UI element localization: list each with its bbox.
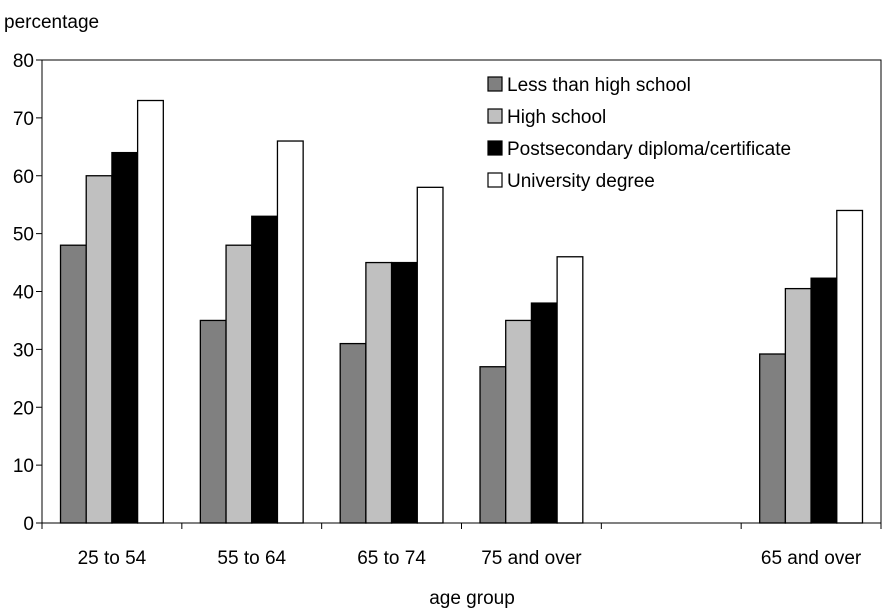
y-tick-label: 80 — [13, 51, 34, 72]
legend-swatch — [487, 140, 503, 156]
y-tick-label: 20 — [13, 398, 34, 419]
y-tick-label: 0 — [23, 514, 34, 535]
bar — [136, 99, 164, 524]
y-axis-label: percentage — [4, 12, 99, 33]
bar — [251, 215, 279, 524]
bar — [479, 366, 507, 524]
bar — [365, 261, 393, 524]
x-axis-label: age group — [429, 588, 515, 609]
bar — [505, 319, 533, 524]
bar — [416, 186, 444, 524]
legend-label: High school — [507, 107, 606, 128]
bar — [810, 277, 838, 524]
x-axis: 25 to 54 55 to 64 65 to 74 75 and over 65 an… — [41, 523, 882, 569]
x-tick-label: 65 to 74 — [357, 548, 426, 569]
legend-swatch — [487, 172, 503, 188]
bar — [390, 261, 418, 524]
bar — [556, 256, 584, 524]
bar — [836, 209, 864, 524]
bar — [59, 244, 87, 524]
y-tick-label: 40 — [13, 283, 34, 304]
legend: Less than high school High school Postseco… — [487, 75, 791, 192]
bar — [225, 244, 253, 524]
legend-swatch — [487, 108, 503, 124]
bar — [339, 342, 367, 524]
x-tick-label: 65 and over — [761, 548, 862, 569]
y-tick-label: 60 — [13, 167, 34, 188]
bar — [530, 302, 558, 524]
y-tick-label: 70 — [13, 109, 34, 130]
legend-label: University degree — [507, 171, 655, 192]
bar — [199, 319, 227, 524]
legend-swatch — [487, 76, 503, 92]
bar — [111, 151, 139, 524]
y-tick-label: 30 — [13, 340, 34, 361]
bar — [85, 175, 113, 524]
legend-label: Less than high school — [507, 75, 691, 96]
plot-frame — [41, 59, 882, 524]
x-tick-label: 25 to 54 — [78, 548, 147, 569]
bar — [276, 140, 304, 524]
bar — [759, 353, 787, 524]
y-tick-label: 10 — [13, 456, 34, 477]
x-tick-label: 75 and over — [481, 548, 582, 569]
bar — [784, 287, 812, 524]
legend-label: Postsecondary diploma/certificate — [507, 139, 791, 160]
y-tick-label: 50 — [13, 225, 34, 246]
bars — [59, 99, 864, 524]
x-tick-label: 55 to 64 — [217, 548, 286, 569]
